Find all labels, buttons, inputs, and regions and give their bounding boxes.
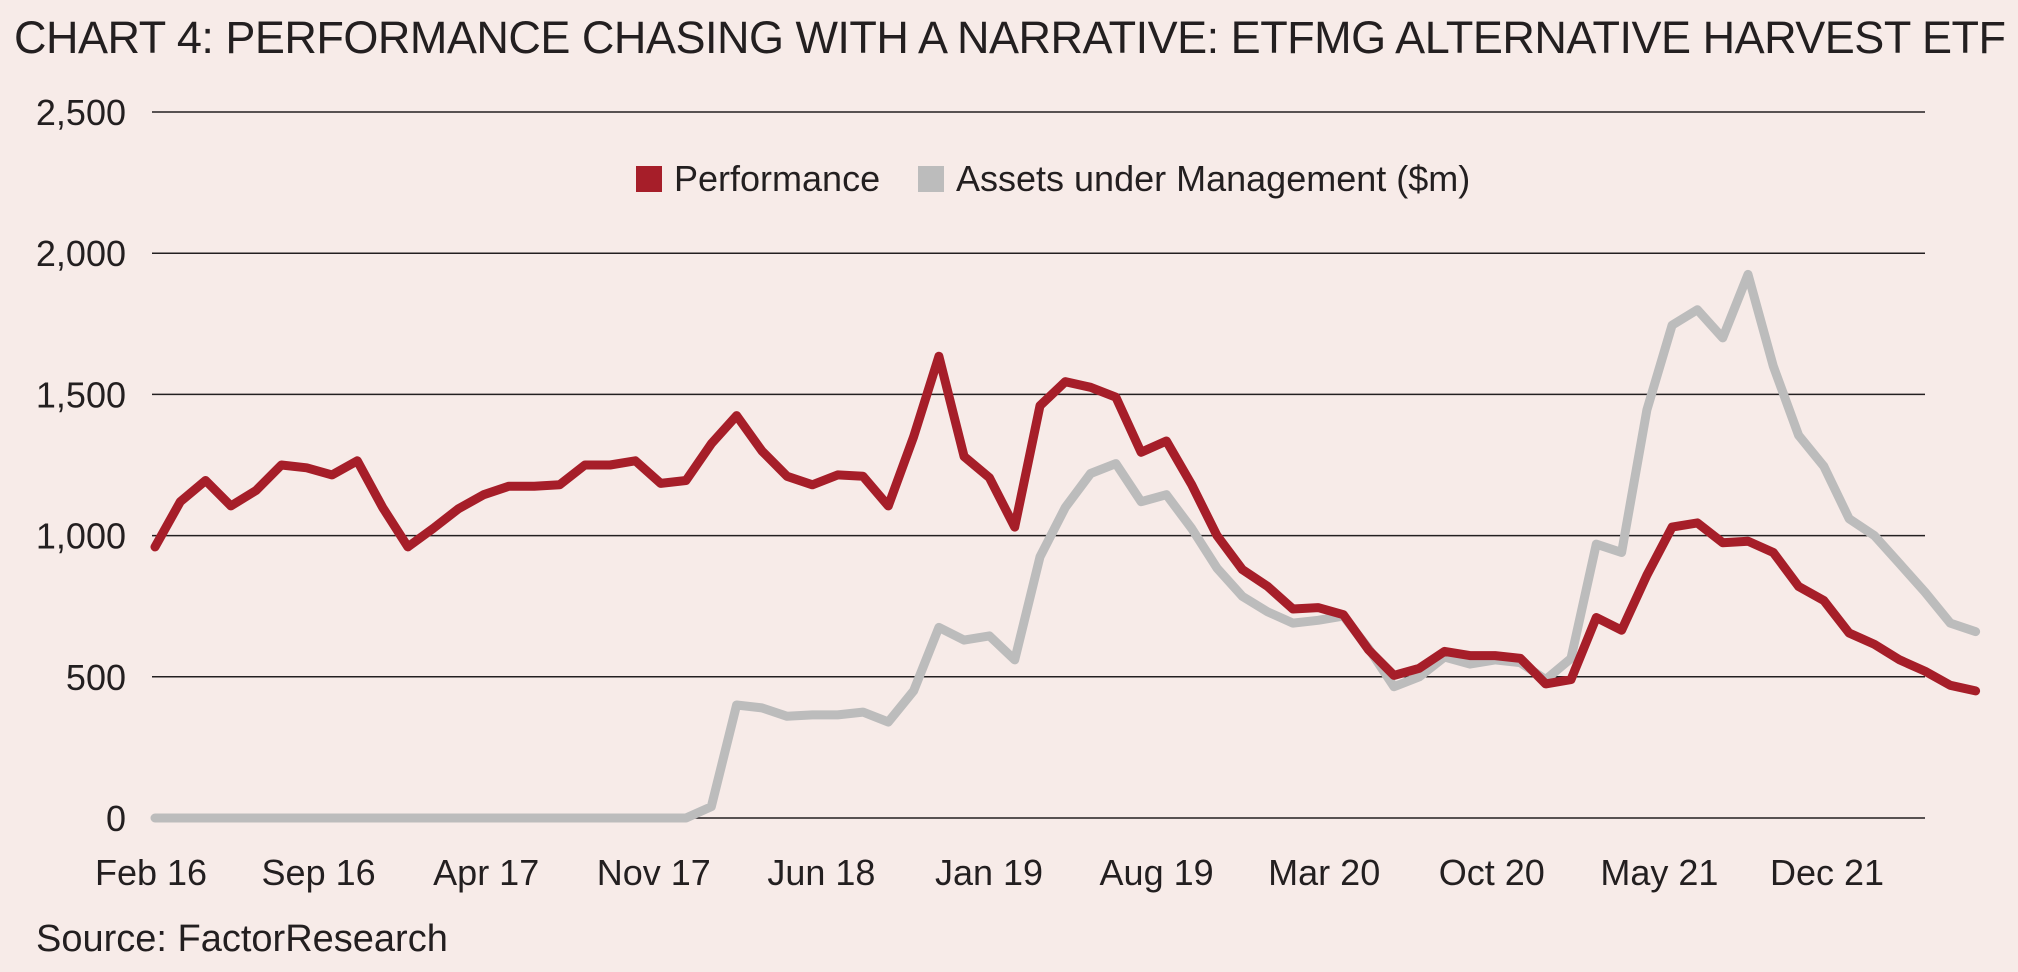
x-tick-label: Dec 21 <box>1770 852 1884 893</box>
aum-legend-swatch <box>918 166 944 192</box>
x-tick-label: Oct 20 <box>1439 852 1545 893</box>
x-tick-label: Jun 18 <box>767 852 875 893</box>
aum-legend-label: Assets under Management ($m) <box>956 158 1470 199</box>
y-tick-label: 1,000 <box>36 516 126 557</box>
performance-line <box>150 351 1981 696</box>
legend: Performance Assets under Management ($m) <box>636 158 1470 199</box>
performance-legend-label: Performance <box>674 158 880 199</box>
chart-title: CHART 4: PERFORMANCE CHASING WITH A NARR… <box>14 12 2018 63</box>
y-axis-tick-labels: 0 500 1,000 1,500 2,000 2,500 <box>36 92 126 839</box>
y-tick-label: 2,000 <box>36 233 126 274</box>
x-tick-label: Nov 17 <box>597 852 711 893</box>
x-tick-label: Mar 20 <box>1268 852 1380 893</box>
performance-legend-swatch <box>636 166 662 192</box>
x-axis-tick-labels: Feb 16 Sep 16 Apr 17 Nov 17 Jun 18 Jan 19 Aug … <box>95 852 1884 893</box>
x-tick-label: May 21 <box>1600 852 1718 893</box>
aum-line <box>150 269 1981 823</box>
x-tick-label: Aug 19 <box>1100 852 1214 893</box>
y-tick-label: 2,500 <box>36 92 126 133</box>
x-tick-label: Sep 16 <box>262 852 376 893</box>
y-tick-label: 1,500 <box>36 374 126 415</box>
x-tick-label: Apr 17 <box>433 852 539 893</box>
y-tick-label: 500 <box>66 657 126 698</box>
source-note: Source: FactorResearch <box>36 918 448 960</box>
gridlines <box>152 111 1925 819</box>
x-tick-label: Jan 19 <box>935 852 1043 893</box>
y-tick-label: 0 <box>106 798 126 839</box>
x-tick-label: Feb 16 <box>95 852 207 893</box>
series-lines <box>150 269 1981 823</box>
